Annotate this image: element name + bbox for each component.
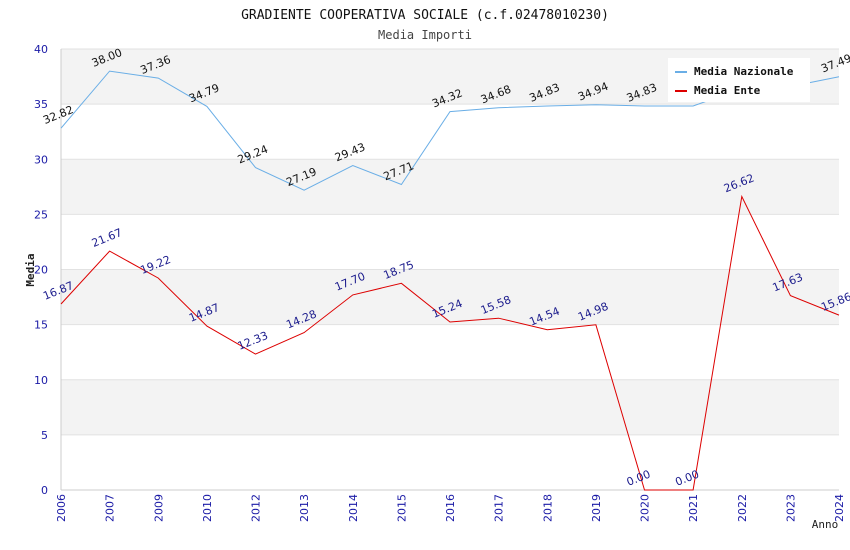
x-tick-label: 2014 [347,494,360,522]
grid-band [61,269,839,325]
x-tick-label: 2024 [833,494,846,522]
x-tick-label: 2012 [250,494,263,522]
chart-title: GRADIENTE COOPERATIVA SOCIALE (c.f.02478… [241,8,609,23]
x-tick-label: 2016 [444,494,457,522]
legend-label-media-ente: Media Ente [694,84,761,97]
y-axis-ticks: 0 5 10 15 20 25 30 35 40 [34,43,48,497]
grid-band [61,159,839,215]
legend: Media Nazionale Media Ente [668,58,810,102]
plot-background [60,48,839,491]
y-tick-label: 30 [34,153,48,166]
grid-band [61,324,839,380]
x-tick-label: 2015 [395,494,408,522]
y-tick-label: 25 [34,208,48,221]
x-tick-label: 2017 [493,494,506,522]
y-axis-label: Media [24,253,37,286]
x-axis-label: Anno [812,518,839,531]
y-tick-label: 20 [34,264,48,277]
y-tick-label: 0 [41,484,48,497]
x-tick-label: 2021 [687,494,700,522]
x-tick-label: 2022 [736,494,749,522]
legend-label-media-nazionale: Media Nazionale [694,65,794,78]
grid-band [61,379,839,435]
x-tick-label: 2009 [152,494,165,522]
y-tick-label: 15 [34,319,48,332]
x-tick-label: 2013 [298,494,311,522]
x-tick-label: 2007 [104,494,117,522]
x-axis-ticks: 2006 2007 2009 2010 2012 2013 2014 2015 2016 2017… [55,494,846,522]
chart-subtitle: Media Importi [378,28,472,42]
grid-band [61,104,839,160]
x-tick-label: 2020 [639,494,652,522]
y-tick-label: 10 [34,374,48,387]
series-line-media-ente [60,194,840,491]
x-tick-label: 2006 [55,494,68,522]
legend-box [668,58,810,102]
x-tick-label: 2019 [590,494,603,522]
y-tick-label: 35 [34,98,48,111]
grid-band [61,214,839,270]
grid-band [61,434,839,490]
x-tick-label: 2018 [541,494,554,522]
y-tick-label: 5 [41,429,48,442]
x-tick-label: 2023 [784,494,797,522]
x-tick-label: 2010 [201,494,214,522]
y-tick-label: 40 [34,43,48,56]
